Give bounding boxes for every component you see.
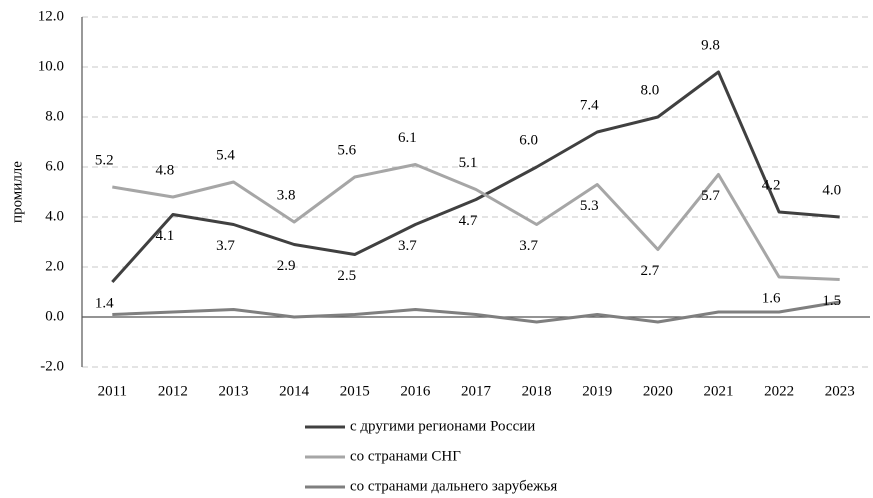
data-label: 5.2 bbox=[95, 152, 114, 168]
x-tick-label: 2021 bbox=[703, 383, 733, 399]
y-tick-label: 4.0 bbox=[45, 208, 64, 224]
data-label: 4.1 bbox=[156, 228, 175, 244]
data-label: 5.7 bbox=[701, 188, 720, 204]
data-label: 8.0 bbox=[640, 82, 659, 98]
y-tick-label: 2.0 bbox=[45, 258, 64, 274]
data-label: 5.1 bbox=[459, 155, 478, 171]
x-tick-label: 2022 bbox=[764, 383, 794, 399]
data-label: 6.0 bbox=[519, 132, 538, 148]
data-label: 1.6 bbox=[762, 290, 781, 306]
data-label: 5.4 bbox=[216, 147, 235, 163]
y-tick-label: 10.0 bbox=[38, 58, 64, 74]
data-label: 5.3 bbox=[580, 198, 599, 214]
data-label: 1.5 bbox=[822, 293, 841, 309]
x-tick-label: 2015 bbox=[340, 383, 370, 399]
x-tick-label: 2013 bbox=[219, 383, 249, 399]
x-tick-label: 2012 bbox=[158, 383, 188, 399]
x-tick-label: 2018 bbox=[522, 383, 552, 399]
x-tick-label: 2019 bbox=[582, 383, 612, 399]
data-label: 4.0 bbox=[822, 182, 841, 198]
data-label: 2.5 bbox=[337, 268, 356, 284]
y-axis-label: промилле bbox=[9, 161, 25, 223]
data-label: 3.7 bbox=[519, 238, 538, 254]
data-label: 3.7 bbox=[398, 238, 417, 254]
x-tick-label: 2017 bbox=[461, 383, 492, 399]
data-label: 3.8 bbox=[277, 187, 296, 203]
y-tick-label: 8.0 bbox=[45, 108, 64, 124]
x-tick-label: 2016 bbox=[400, 383, 431, 399]
data-label: 1.4 bbox=[95, 295, 114, 311]
x-tick-label: 2014 bbox=[279, 383, 310, 399]
x-tick-label: 2020 bbox=[643, 383, 673, 399]
data-label: 4.7 bbox=[459, 213, 478, 229]
y-tick-label: 12.0 bbox=[38, 8, 64, 24]
data-label: 9.8 bbox=[701, 37, 720, 53]
data-label: 3.7 bbox=[216, 238, 235, 254]
legend-label: с другими регионами России bbox=[350, 418, 535, 434]
y-tick-label: -2.0 bbox=[40, 358, 64, 374]
y-tick-label: 0.0 bbox=[45, 308, 64, 324]
legend-label: со странами дальнего зарубежья bbox=[350, 478, 557, 494]
data-label: 7.4 bbox=[580, 97, 599, 113]
series-line bbox=[112, 300, 840, 324]
data-label: 4.2 bbox=[762, 177, 781, 193]
data-label: 2.9 bbox=[277, 258, 296, 274]
data-label: 6.1 bbox=[398, 130, 417, 146]
legend-label: со странами СНГ bbox=[350, 448, 461, 464]
data-label: 5.6 bbox=[337, 142, 356, 158]
data-label: 4.8 bbox=[156, 162, 175, 178]
series-line bbox=[112, 163, 840, 281]
y-tick-label: 6.0 bbox=[45, 158, 64, 174]
x-tick-label: 2023 bbox=[825, 383, 855, 399]
x-tick-label: 2011 bbox=[98, 383, 127, 399]
series-line bbox=[111, 70, 840, 284]
data-label: 2.7 bbox=[640, 263, 659, 279]
